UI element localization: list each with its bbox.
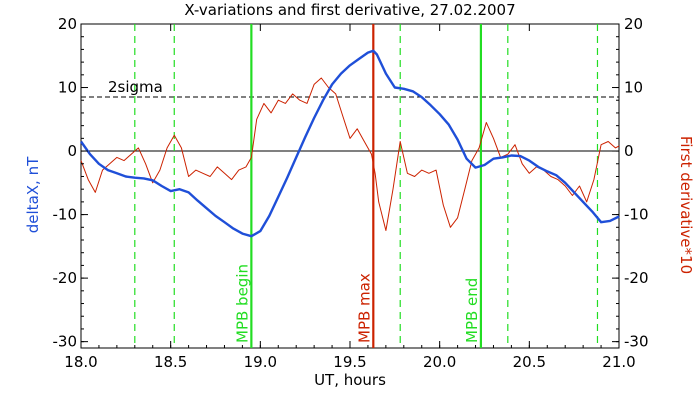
y-axis-right: -30 -20 -10 0 10 20	[612, 15, 649, 351]
y-tick-label-right-0: -30	[624, 333, 649, 351]
y-tick-label-left-1: -20	[53, 269, 78, 287]
mpb-label-2: MPB end	[463, 278, 481, 343]
y-tick-label-left-5: 20	[58, 15, 77, 33]
y-tick-label-left-0: -30	[53, 333, 78, 351]
mpb-label-1: MPB max	[355, 273, 373, 343]
x-tick-label-3: 19.5	[333, 353, 366, 371]
threshold-lines	[81, 96, 619, 152]
y-tick-label-right-3: 0	[624, 142, 634, 160]
mpb-label-0: MPB begin	[233, 264, 251, 343]
x-tick-label-1: 18.5	[154, 353, 187, 371]
y-axis-left-label: deltaX, nT	[24, 156, 42, 233]
y-axis-right-label: First derivative*10	[677, 136, 695, 274]
chart-title: X-variations and first derivative, 27.02…	[184, 1, 515, 19]
dashed-marker-lines	[134, 24, 599, 348]
x-tick-label-6: 21.0	[602, 353, 635, 371]
threshold-label: 2sigma	[108, 78, 163, 96]
x-axis-label: UT, hours	[314, 371, 386, 389]
mpb-labels: MPB begin MPB max MPB end	[233, 264, 481, 343]
y-tick-label-left-3: 0	[67, 142, 77, 160]
y-tick-label-left-4: 10	[58, 79, 77, 97]
x-tick-label-2: 19.0	[244, 353, 277, 371]
y-tick-label-right-4: 10	[624, 79, 643, 97]
series-line-deltaX	[80, 49, 620, 238]
x-axis: 18.0 18.5 19.0 19.5 20.0 20.5 21.0	[64, 24, 636, 371]
y-tick-label-right-5: 20	[624, 15, 643, 33]
y-axis-left: -30 -20 -10 0 10 20	[53, 15, 88, 351]
series-line-derivative	[80, 77, 620, 231]
y-tick-label-right-1: -20	[624, 269, 649, 287]
series-lines	[80, 49, 620, 238]
y-tick-label-left-2: -10	[53, 206, 78, 224]
mpb-lines	[250, 24, 483, 348]
y-tick-label-right-2: -10	[624, 206, 649, 224]
x-tick-label-0: 18.0	[64, 353, 97, 371]
x-tick-label-4: 20.0	[423, 353, 456, 371]
plot-area: MPB begin MPB max MPB end	[80, 23, 620, 349]
x-tick-label-5: 20.5	[513, 353, 546, 371]
